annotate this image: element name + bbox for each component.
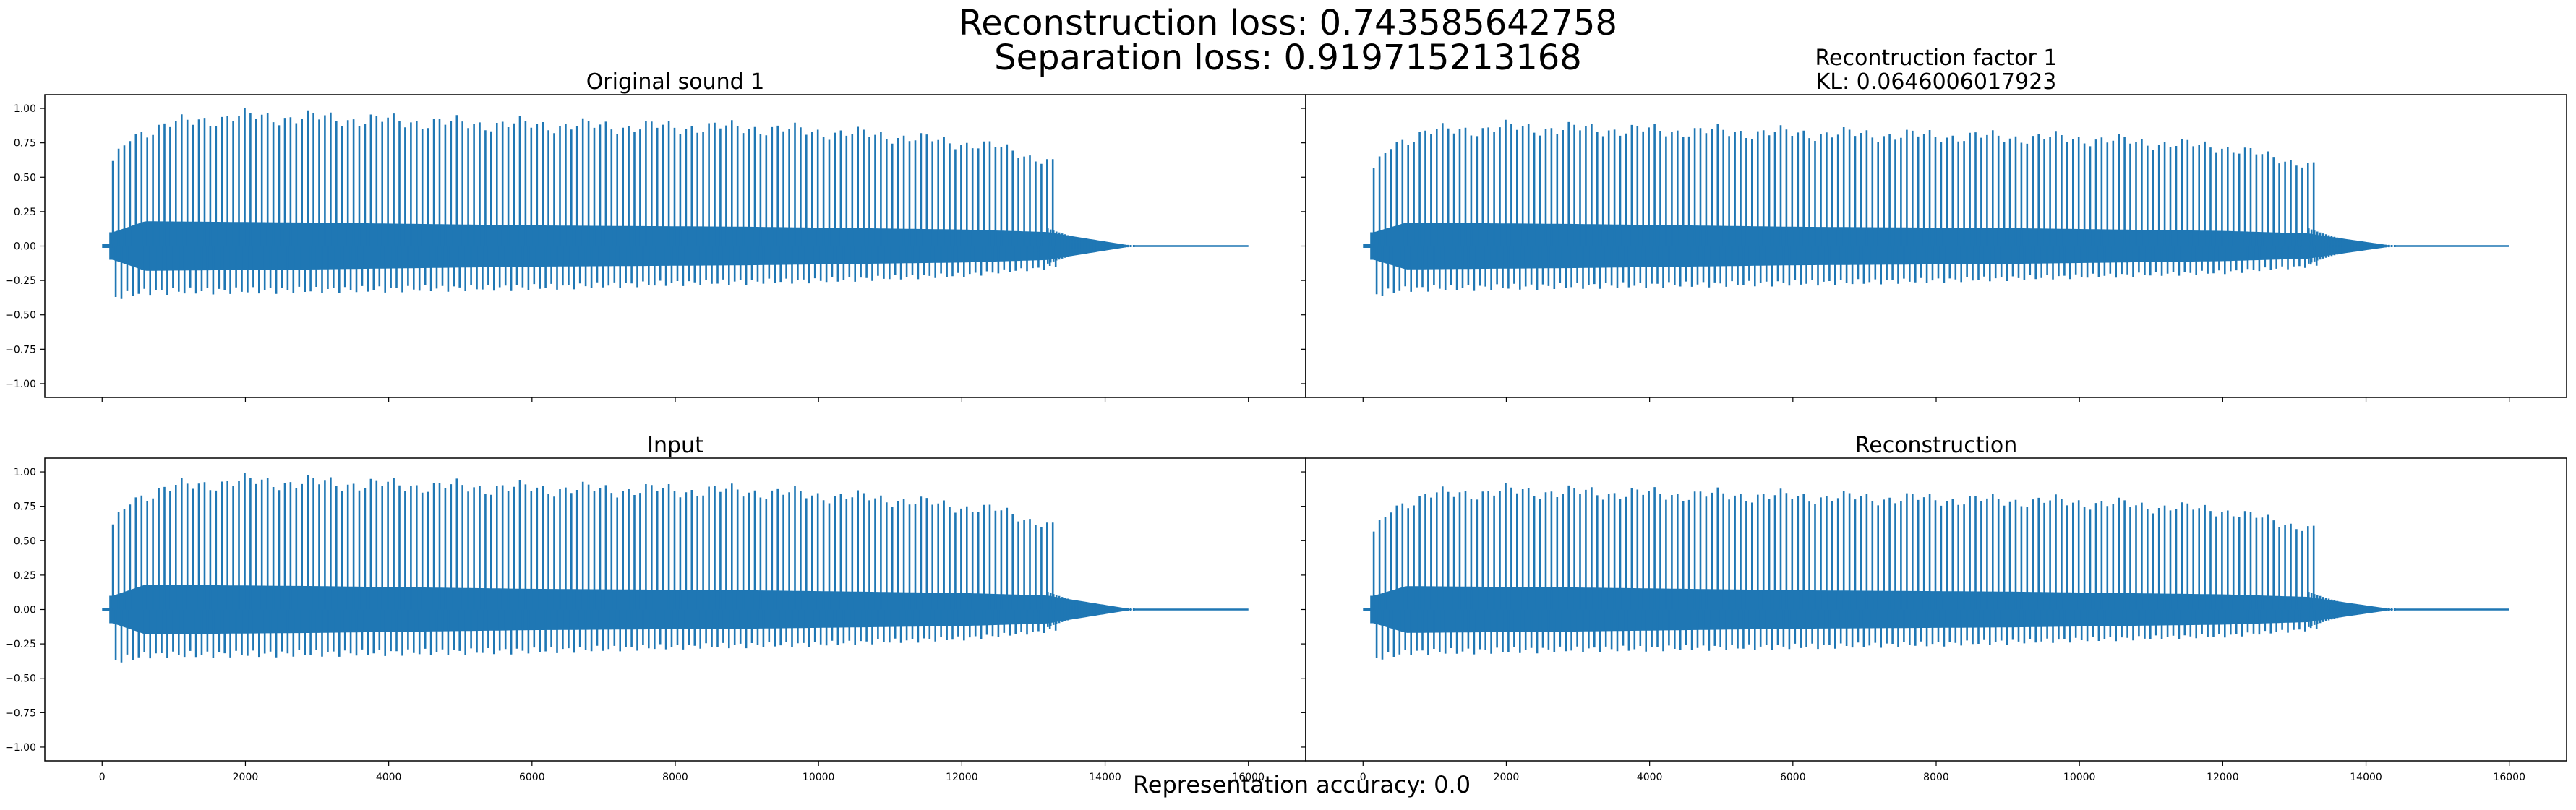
y-tick-label: −0.25 — [5, 639, 36, 650]
x-tick-label: 16000 — [2493, 772, 2525, 783]
x-tick-label: 6000 — [1780, 772, 1806, 783]
x-tick-label: 8000 — [1923, 772, 1949, 783]
x-tick-label: 12000 — [946, 772, 978, 783]
x-tick-label: 14000 — [2350, 772, 2382, 783]
x-tick-label: 2000 — [1494, 772, 1520, 783]
x-tick-label: 12000 — [2207, 772, 2239, 783]
y-tick-label: 0.50 — [14, 172, 36, 184]
x-tick-label: 4000 — [1637, 772, 1663, 783]
y-tick-label: 0.00 — [14, 241, 36, 253]
x-tick-label: 0 — [99, 772, 106, 783]
y-tick-label: −0.75 — [5, 344, 36, 356]
y-tick-label: −0.25 — [5, 275, 36, 287]
x-tick-label: 14000 — [1089, 772, 1121, 783]
y-tick-label: 0.75 — [14, 138, 36, 150]
subplot-title: KL: 0.0646006017923 — [1816, 69, 2057, 95]
subplot-4: 0 2000 4000 6000 8000 10000 12000 14000 16000 Rec… — [1301, 433, 2567, 783]
x-tick-label: 16000 — [1232, 772, 1265, 783]
subplot-2: Recontruction factor 1KL: 0.064600601792… — [1301, 46, 2567, 402]
subplot-title: Recontruction factor 1 — [1815, 46, 2058, 71]
subplot-title: Reconstruction — [1855, 433, 2018, 458]
x-tick-label: 10000 — [2063, 772, 2096, 783]
x-tick-label: 2000 — [233, 772, 259, 783]
y-tick-label: 0.00 — [14, 605, 36, 616]
y-tick-label: −0.50 — [5, 673, 36, 685]
y-tick-label: 1.00 — [14, 467, 36, 478]
y-tick-label: 1.00 — [14, 103, 36, 115]
waveform-group — [1363, 483, 2509, 660]
x-tick-label: 10000 — [803, 772, 835, 783]
y-tick-label: −0.75 — [5, 707, 36, 719]
subplot-1: −1.00 −0.75 −0.50 −0.25 0.00 0.25 0.50 0.75 1.00… — [5, 69, 1306, 402]
y-tick-label: 0.25 — [14, 570, 36, 582]
waveform-spikes — [1372, 483, 2396, 660]
subplot-title: Original sound 1 — [586, 69, 765, 95]
waveform-spikes — [1372, 119, 2396, 296]
waveform-group — [102, 473, 1249, 663]
waveform-spikes — [111, 473, 1135, 663]
suptitle-separation-loss: Separation loss: 0.919715213168 — [994, 38, 1582, 78]
representation-accuracy-label: Representation accuracy: 0.0 — [1132, 771, 1471, 798]
y-tick-label: −1.00 — [5, 742, 36, 754]
x-tick-label: 6000 — [519, 772, 545, 783]
subplot-3: −1.00 −0.75 −0.50 −0.25 0.00 0.25 0.50 0.75 1.00… — [5, 433, 1306, 783]
x-tick-label: 4000 — [376, 772, 402, 783]
x-tick-label: 8000 — [662, 772, 688, 783]
x-tick-label: 0 — [1360, 772, 1366, 783]
suptitle-reconstruction-loss: Reconstruction loss: 0.743585642758 — [959, 3, 1617, 43]
y-tick-label: 0.75 — [14, 501, 36, 513]
y-tick-label: 0.25 — [14, 207, 36, 218]
waveform-group — [102, 108, 1249, 299]
subplot-title: Input — [647, 433, 703, 458]
y-tick-label: 0.50 — [14, 535, 36, 547]
y-tick-label: −0.50 — [5, 310, 36, 322]
waveform-group — [1363, 119, 2509, 296]
waveform-spikes — [111, 108, 1135, 299]
y-tick-label: −1.00 — [5, 379, 36, 390]
